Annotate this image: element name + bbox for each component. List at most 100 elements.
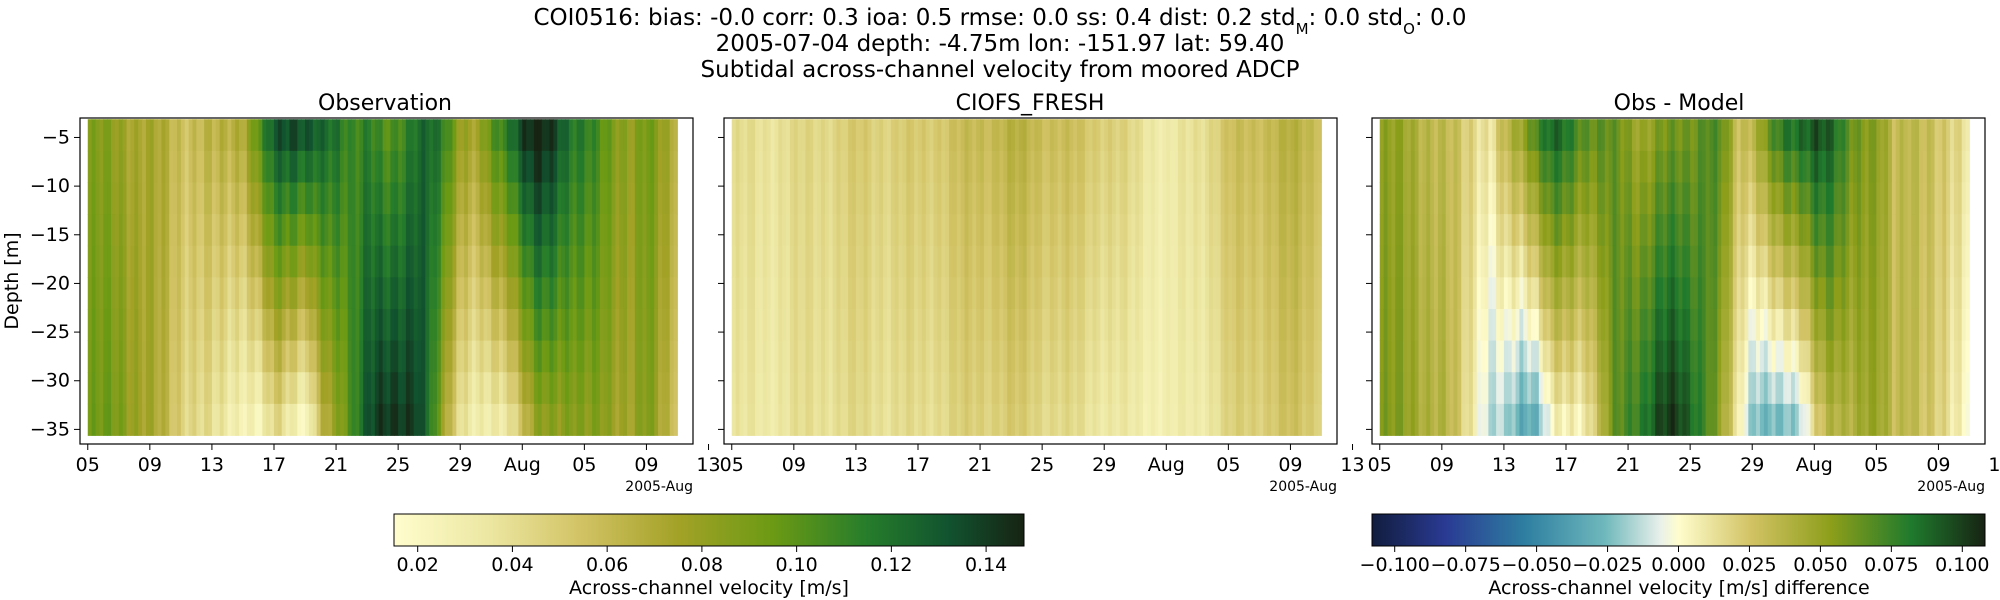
heatmap-cell [1868, 403, 1873, 436]
heatmap-cell [1410, 308, 1416, 342]
heatmap-cell [805, 372, 810, 405]
heatmap-cell [1686, 182, 1691, 215]
heatmap-cell [1550, 340, 1555, 373]
heatmap-cell [871, 182, 876, 215]
heatmap-cell [1515, 308, 1520, 342]
heatmap-cell [793, 277, 799, 310]
heatmap-cell [976, 403, 981, 436]
heatmap-cell [192, 182, 197, 215]
heatmap-cell [211, 245, 217, 278]
heatmap-cell [1829, 245, 1835, 278]
heatmap-cell [1814, 403, 1819, 436]
heatmap-cell [157, 340, 162, 373]
heatmap-cell [390, 214, 395, 247]
heatmap-cell [227, 277, 232, 310]
heatmap-cell [1961, 214, 1966, 247]
heatmap-cell [634, 340, 640, 373]
heatmap-cell [925, 182, 931, 215]
heatmap-cell [568, 245, 574, 278]
heatmap-cell [1624, 245, 1629, 278]
heatmap-cell [1240, 372, 1245, 405]
heatmap-cell [425, 182, 430, 215]
heatmap-cell [1143, 150, 1148, 183]
heatmap-cell [1274, 308, 1280, 342]
heatmap-cell [347, 182, 352, 215]
heatmap-cell [1111, 372, 1117, 405]
heatmap-cell [1709, 150, 1714, 183]
heatmap-cell [107, 214, 112, 247]
heatmap-cell [576, 340, 581, 373]
heatmap-cell [1011, 119, 1016, 152]
heatmap-cell [813, 119, 818, 152]
heatmap-cell [1899, 245, 1904, 278]
heatmap-cell [289, 277, 294, 310]
heatmap-cell [1216, 340, 1222, 373]
heatmap-cell [1895, 119, 1901, 152]
heatmap-cell [1441, 150, 1447, 183]
heatmap-cell [949, 245, 954, 278]
heatmap-cell [1791, 245, 1796, 278]
heatmap-cell [1049, 214, 1055, 247]
heatmap-cell [1856, 214, 1862, 247]
heatmap-cell [832, 150, 837, 183]
heatmap-cell [1484, 308, 1489, 342]
heatmap-cell [126, 214, 131, 247]
heatmap-cell [499, 182, 504, 215]
heatmap-cell [545, 214, 550, 247]
heatmap-cell [87, 372, 93, 405]
heatmap-cell [1317, 308, 1322, 342]
heatmap-cell [1135, 277, 1140, 310]
difference-date-offset-label: 2005-Aug [1917, 479, 1985, 495]
heatmap-cell [921, 150, 927, 183]
heatmap-cell [328, 403, 333, 436]
heatmap-cell [301, 119, 306, 152]
heatmap-cell [483, 308, 488, 342]
heatmap-cell [894, 340, 899, 373]
heatmap-cell [208, 340, 213, 373]
heatmap-cell [1181, 119, 1187, 152]
heatmap-cell [1577, 182, 1582, 215]
heatmap-cell [1872, 150, 1877, 183]
heatmap-cell [130, 308, 135, 342]
heatmap-cell [1472, 340, 1478, 373]
heatmap-cell [1073, 119, 1078, 152]
heatmap-cell [1903, 150, 1908, 183]
heatmap-cell [576, 245, 581, 278]
heatmap-cell [169, 245, 174, 278]
heatmap-cell [382, 277, 387, 310]
heatmap-cell [824, 403, 830, 436]
x-tick-label: 05 [76, 454, 100, 476]
heatmap-cell [871, 214, 876, 247]
heatmap-cell [192, 214, 197, 247]
heatmap-cell [1756, 372, 1761, 405]
heatmap-cell [1531, 308, 1536, 342]
heatmap-cell [1903, 340, 1908, 373]
heatmap-cell [111, 150, 116, 183]
heatmap-cell [417, 119, 422, 152]
heatmap-cell [1049, 277, 1055, 310]
heatmap-cell [588, 340, 593, 373]
heatmap-cell [417, 182, 422, 215]
heatmap-cell [1418, 119, 1423, 152]
heatmap-cell [1298, 340, 1303, 373]
heatmap-cell [464, 182, 469, 215]
heatmap-cell [1434, 150, 1439, 183]
heatmap-cell [809, 214, 814, 247]
heatmap-cell [1453, 403, 1458, 436]
heatmap-cell [533, 340, 539, 373]
heatmap-cell [1449, 150, 1454, 183]
heatmap-cell [1759, 182, 1765, 215]
heatmap-cell [840, 403, 845, 436]
heatmap-cell [239, 277, 244, 310]
heatmap-cell [1950, 308, 1955, 342]
heatmap-cell [1938, 308, 1943, 342]
heatmap-cell [1139, 245, 1144, 278]
heatmap-cell [180, 214, 186, 247]
heatmap-cell [1313, 150, 1318, 183]
heatmap-cell [1752, 150, 1757, 183]
heatmap-cell [1414, 182, 1419, 215]
heatmap-cell [832, 182, 837, 215]
heatmap-cell [945, 245, 950, 278]
heatmap-cell [1096, 340, 1101, 373]
heatmap-cell [405, 245, 411, 278]
